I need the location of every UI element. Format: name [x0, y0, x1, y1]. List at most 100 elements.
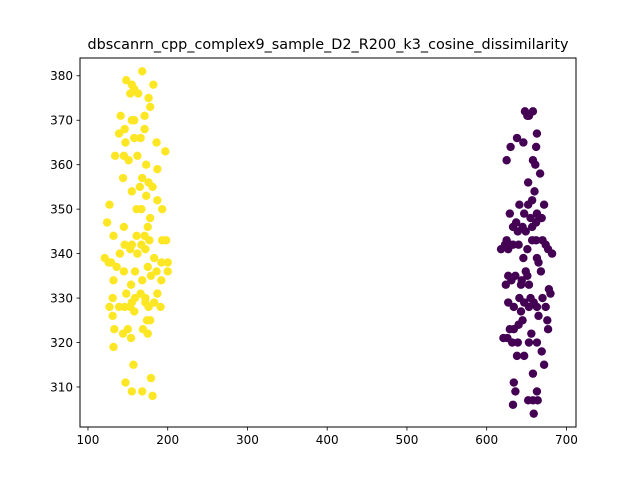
data-point-0-67 — [532, 302, 542, 312]
data-point-0-21 — [519, 209, 529, 218]
data-point-1-16 — [121, 138, 130, 147]
data-point-1-53 — [115, 249, 125, 258]
data-point-1-57 — [157, 258, 166, 267]
x-tick-label-6: 700 — [555, 433, 578, 447]
data-point-1-41 — [102, 218, 112, 227]
data-point-0-9 — [502, 156, 511, 165]
data-point-0-62 — [538, 293, 547, 303]
data-point-1-91 — [145, 316, 155, 325]
data-point-1-83 — [114, 302, 124, 312]
data-point-0-63 — [546, 289, 555, 298]
data-point-1-17 — [130, 133, 139, 143]
data-point-1-31 — [135, 182, 145, 192]
data-point-1-101 — [127, 387, 137, 396]
data-point-1-48 — [161, 236, 171, 245]
data-point-0-69 — [509, 302, 518, 312]
data-point-1-32 — [127, 187, 137, 196]
data-point-0-77 — [509, 324, 518, 334]
x-tick-label-0: 100 — [77, 433, 100, 447]
data-point-0-12 — [535, 169, 545, 178]
data-point-0-26 — [537, 213, 546, 223]
data-point-1-69 — [163, 267, 172, 276]
data-point-1-26 — [153, 164, 162, 174]
data-point-1-0 — [138, 67, 147, 76]
data-point-1-55 — [141, 244, 150, 254]
data-point-1-89 — [108, 311, 117, 321]
data-point-1-8 — [145, 102, 155, 112]
data-point-1-43 — [132, 231, 141, 241]
data-point-0-89 — [539, 360, 549, 369]
data-point-1-15 — [114, 129, 124, 138]
data-point-1-97 — [126, 333, 136, 343]
data-point-1-64 — [130, 267, 140, 276]
data-point-1-18 — [152, 138, 161, 147]
x-axis: 100 200 300 400 500 600 700 — [77, 427, 578, 447]
data-point-1-45 — [109, 231, 118, 241]
data-point-1-12 — [127, 116, 137, 125]
data-point-1-103 — [146, 373, 156, 383]
data-point-1-42 — [143, 222, 152, 232]
data-point-0-79 — [543, 324, 553, 334]
data-point-1-78 — [153, 289, 162, 298]
data-point-1-54 — [126, 244, 135, 254]
plot-frame — [79, 57, 577, 428]
data-point-0-41 — [496, 244, 506, 254]
x-tick-label-2: 300 — [236, 433, 259, 447]
data-point-1-37 — [132, 204, 141, 214]
data-point-0-96 — [533, 396, 542, 405]
x-tick-label-3: 400 — [316, 433, 339, 447]
data-point-0-29 — [527, 222, 537, 232]
data-point-0-97 — [508, 400, 518, 409]
data-point-1-93 — [110, 324, 119, 334]
data-point-0-93 — [511, 387, 520, 396]
data-point-0-47 — [547, 249, 557, 258]
data-point-1-28 — [138, 173, 147, 183]
data-point-1-46 — [145, 236, 154, 245]
data-point-0-68 — [541, 302, 550, 312]
data-point-0-88 — [519, 351, 529, 361]
y-tick-label-6: 370 — [50, 114, 73, 128]
data-point-0-98 — [529, 409, 538, 418]
x-tick-label-5: 600 — [475, 433, 498, 447]
data-point-0-11 — [531, 160, 540, 169]
data-point-1-74 — [122, 289, 131, 298]
data-point-0-38 — [531, 236, 541, 245]
y-tick-label-4: 350 — [50, 202, 73, 216]
data-point-0-50 — [536, 267, 546, 276]
data-point-0-7 — [519, 138, 528, 147]
data-point-1-59 — [143, 262, 152, 272]
data-point-1-71 — [126, 280, 136, 289]
data-point-1-87 — [156, 302, 165, 312]
data-point-0-31 — [521, 227, 530, 236]
data-point-1-56 — [149, 253, 159, 263]
data-point-1-38 — [157, 204, 167, 214]
data-point-1-33 — [141, 191, 151, 201]
data-point-1-70 — [109, 276, 118, 285]
data-point-0-43 — [523, 244, 532, 254]
points-layer — [100, 67, 557, 418]
data-point-0-86 — [537, 347, 546, 356]
data-point-1-21 — [124, 156, 133, 165]
data-point-1-14 — [140, 124, 149, 134]
data-point-0-45 — [519, 253, 528, 263]
data-point-0-19 — [539, 200, 549, 209]
data-point-1-4 — [149, 80, 158, 89]
data-point-1-88 — [130, 307, 139, 316]
data-point-0-5 — [506, 142, 515, 152]
data-point-0-20 — [505, 209, 515, 218]
data-point-1-40 — [119, 222, 129, 232]
data-point-1-3 — [127, 80, 137, 89]
data-point-1-13 — [120, 124, 129, 134]
data-point-1-5 — [144, 93, 153, 103]
data-point-1-102 — [138, 387, 147, 396]
data-point-0-85 — [532, 338, 542, 347]
y-tick-label-2: 330 — [50, 291, 73, 305]
data-point-1-104 — [148, 391, 157, 401]
x-tick-label-1: 200 — [156, 433, 179, 447]
data-point-1-72 — [157, 276, 166, 285]
data-point-0-48 — [534, 258, 543, 267]
data-point-1-7 — [134, 89, 143, 98]
y-tick-label-7: 380 — [50, 69, 73, 83]
data-point-0-30 — [513, 227, 522, 236]
data-point-0-87 — [512, 351, 522, 361]
